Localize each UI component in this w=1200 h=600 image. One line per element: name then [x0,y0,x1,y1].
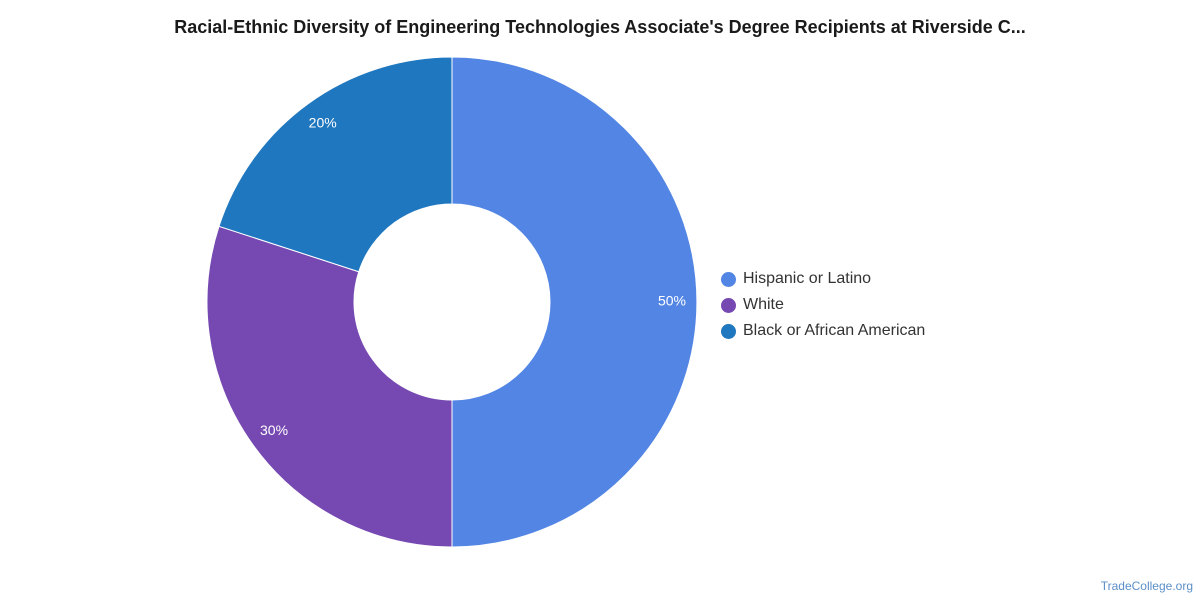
legend-item-black-or-african-american[interactable]: Black or African American [721,318,925,344]
legend-item-hispanic-or-latino[interactable]: Hispanic or Latino [721,266,925,292]
slice-white[interactable] [206,225,453,548]
slice-label-white: 30% [260,422,288,438]
legend-label: Hispanic or Latino [743,270,872,287]
legend-swatch-icon [721,297,736,313]
slice-hispanic-or-latino[interactable] [451,56,698,548]
source-credit[interactable]: TradeCollege.org [1100,579,1193,593]
legend-swatch-icon [721,323,736,339]
slice-label-hispanic-or-latino: 50% [658,293,686,309]
legend-item-white[interactable]: White [721,292,925,318]
legend-label: Black or African American [743,322,926,339]
chart-legend: Hispanic or Latino White Black or African … [721,266,925,344]
legend-swatch-icon [721,271,736,287]
chart-title: Racial-Ethnic Diversity of Engineering T… [174,17,1026,37]
slice-label-black-or-african-american: 20% [309,115,337,131]
legend-label: White [743,296,784,313]
slice-black-or-african-american[interactable] [218,56,453,273]
